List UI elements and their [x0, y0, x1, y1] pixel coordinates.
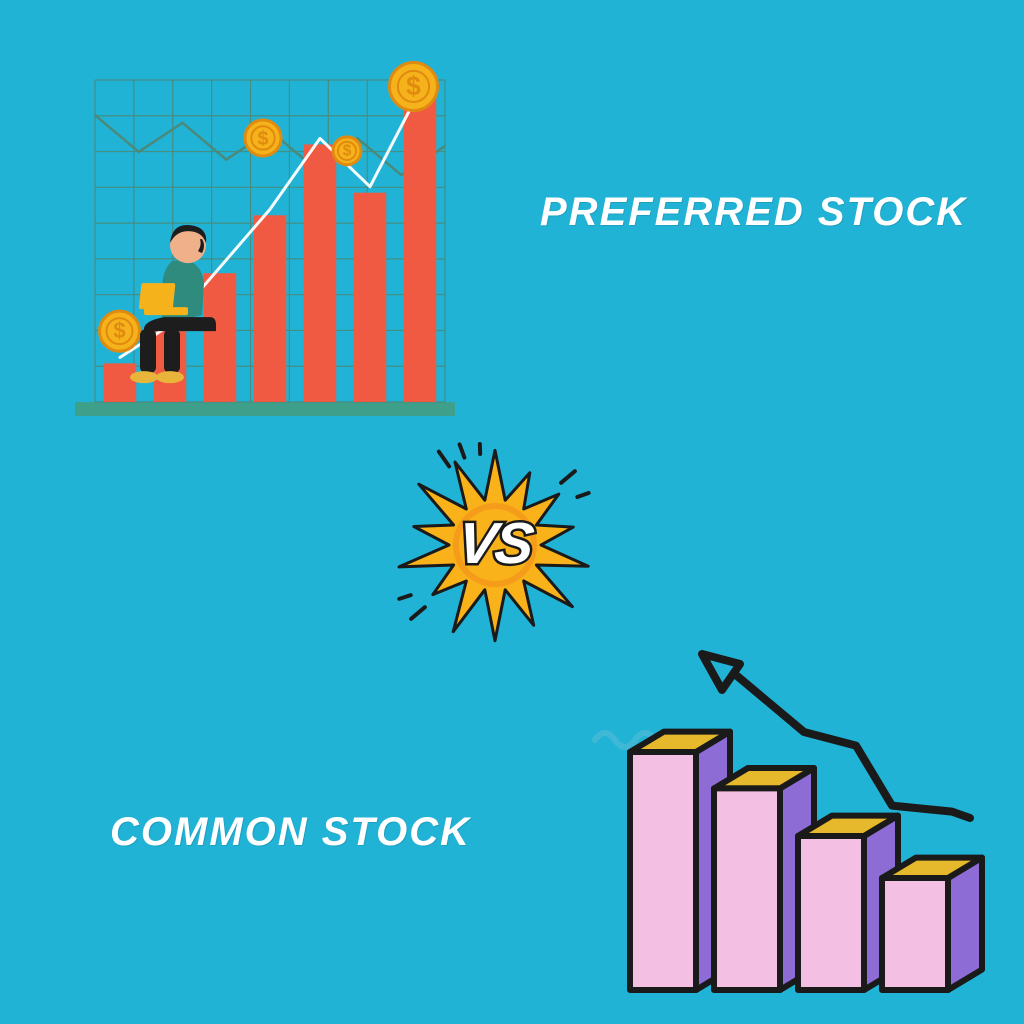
decline-chart-illustration [590, 630, 1010, 1010]
preferred-stock-label: Preferred Stock [540, 190, 967, 235]
svg-text:$: $ [406, 71, 421, 101]
svg-text:$: $ [257, 127, 268, 149]
vs-burst: VS [395, 445, 595, 645]
common-stock-label: Common Stock [110, 810, 471, 855]
svg-text:$: $ [343, 143, 352, 160]
growth-chart-illustration: $ $ $ $ [75, 50, 455, 420]
vs-text: VS [455, 510, 535, 577]
svg-text:$: $ [113, 318, 125, 343]
